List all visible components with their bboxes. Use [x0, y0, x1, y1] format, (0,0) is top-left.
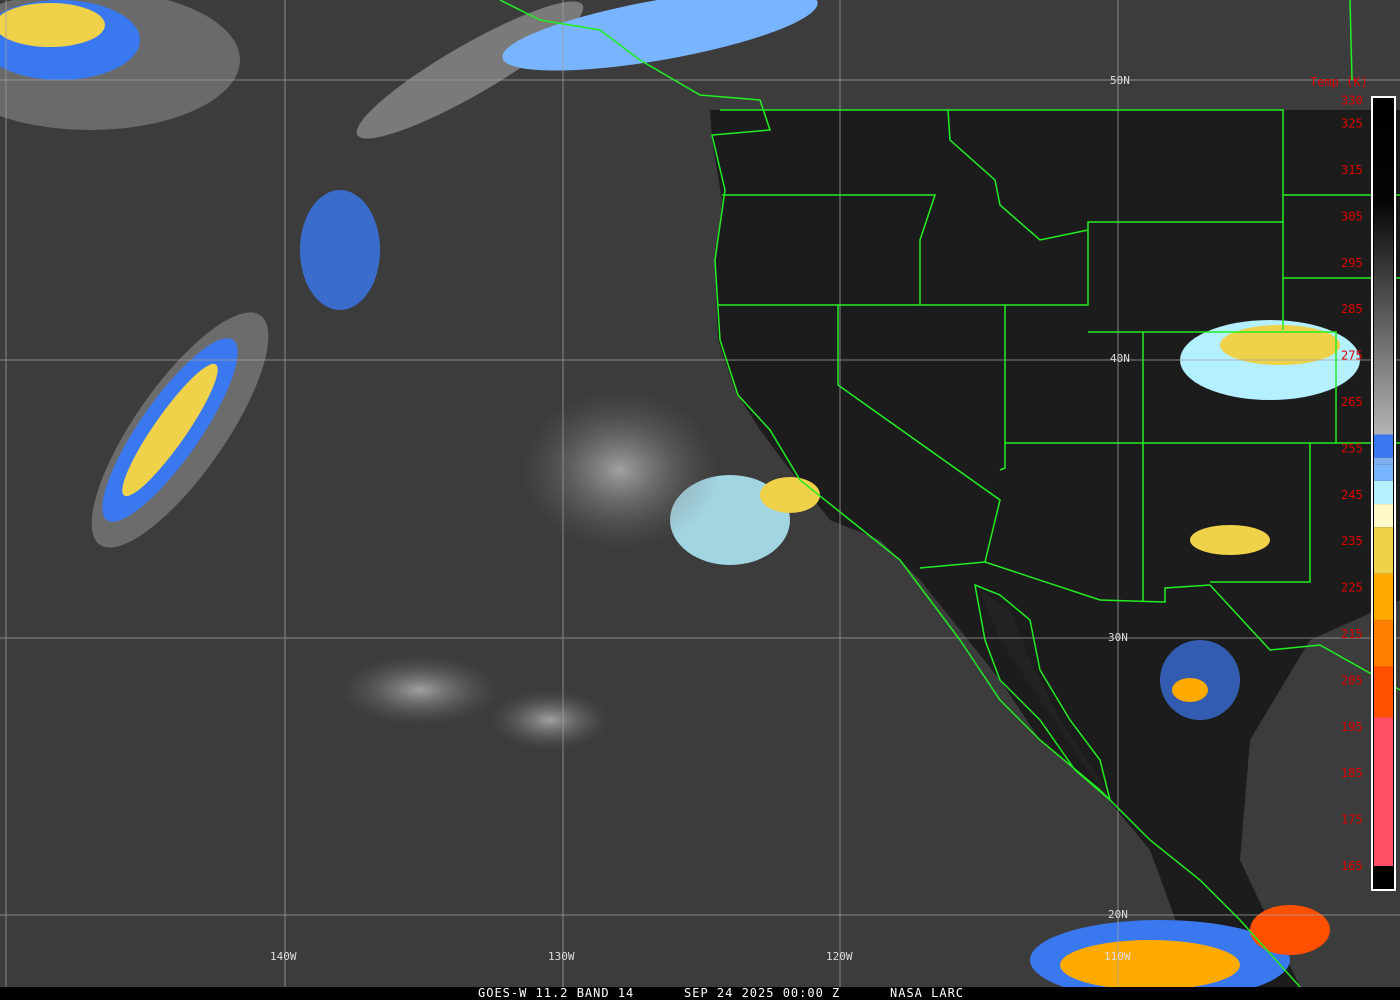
colorbar-tick-label: 315 [1341, 163, 1363, 177]
colorbar-segment [1374, 717, 1393, 866]
colorbar-tick-label: 275 [1341, 349, 1363, 363]
lon-label: 110W [1104, 950, 1131, 963]
lon-label: 120W [826, 950, 853, 963]
colorbar-tick-label: 325 [1341, 117, 1363, 131]
lat-label: 30N [1108, 631, 1128, 644]
caption-bar: GOES-W 11.2 BAND 14 SEP 24 2025 00:00 Z … [0, 986, 1400, 1000]
colorbar-tick-label: 295 [1341, 256, 1363, 270]
caption-source: NASA LARC [890, 986, 965, 1000]
caption-satellite: GOES-W 11.2 BAND 14 [478, 986, 635, 1000]
colorbar-tick-label: 285 [1341, 302, 1363, 316]
colorbar-segment [1374, 666, 1393, 718]
colorbar-tick-label: 330 [1341, 93, 1363, 107]
clouds [0, 0, 1360, 1000]
lat-label: 20N [1108, 908, 1128, 921]
colorbar-tick-label: 305 [1341, 209, 1363, 223]
state-lines [718, 109, 1400, 602]
borders [499, 0, 1400, 988]
us-mexico-border [919, 561, 1400, 691]
colorbar-tick-label: 185 [1341, 766, 1363, 780]
colorbar-segment [1374, 434, 1393, 458]
colorbar-segment [1374, 480, 1393, 505]
colorbar-tick-label: 165 [1341, 859, 1363, 873]
baja-coast [974, 583, 1112, 803]
lon-label: 130W [548, 950, 575, 963]
colorbar-segment [1374, 464, 1393, 481]
colorbar-tick-label: 265 [1341, 395, 1363, 409]
colorbar-segment [1374, 457, 1393, 465]
colorbar-segment [1374, 527, 1393, 574]
colorbar-tick-label: 205 [1341, 673, 1363, 687]
colorbar-title: Temp (K) [1310, 75, 1368, 89]
colorbar-tick-label: 215 [1341, 627, 1363, 641]
colorbar-segment [1374, 504, 1393, 528]
baja-peninsula [980, 590, 1110, 800]
colorbar-segment [1374, 573, 1393, 621]
colorbar-tick-label: 245 [1341, 488, 1363, 502]
grid-labels: 50N 40N 30N 20N 140W 130W 120W 110W [270, 74, 1131, 963]
colorbar-segment [1374, 100, 1393, 435]
colorbar-tick-label: 175 [1341, 813, 1363, 827]
coastline [499, 0, 1301, 988]
temperature-colorbar: Temp (K) 330 325 315 305 295 285 275 265 255 245 2… [1310, 75, 1396, 891]
lat-label: 50N [1110, 74, 1130, 87]
colorbar-segment [1374, 620, 1393, 667]
colorbar-tick-label: 225 [1341, 581, 1363, 595]
colorbar-tick-label: 235 [1341, 534, 1363, 548]
colorbar-tick-label: 255 [1341, 441, 1363, 455]
caption-datetime: SEP 24 2025 00:00 Z [684, 986, 841, 1000]
colorbar-tick-label: 195 [1341, 720, 1363, 734]
lon-label: 140W [270, 950, 297, 963]
lat-label: 40N [1110, 352, 1130, 365]
